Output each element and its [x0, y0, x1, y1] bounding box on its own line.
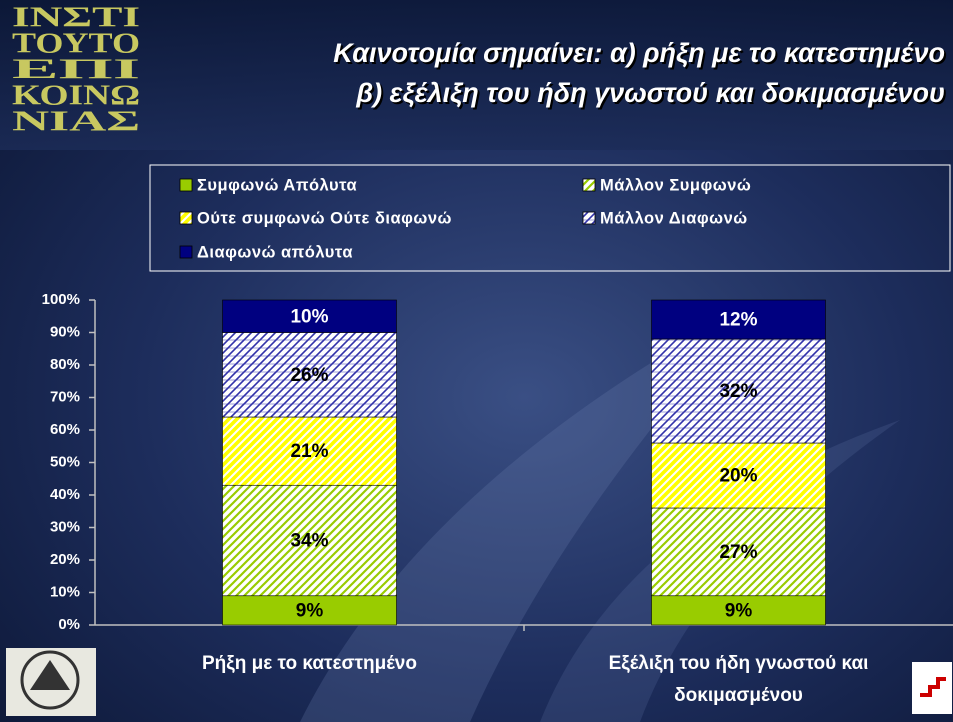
legend-box [149, 164, 951, 272]
y-tick-label: 90% [50, 323, 80, 340]
legend-swatch [179, 211, 193, 225]
chart-title: β) εξέλιξη του ήδη γνωστού και δοκιμασμέ… [355, 78, 945, 108]
y-tick-label: 70% [50, 388, 80, 405]
logo-bottom-right [912, 662, 952, 714]
logo-text: ΤΟΥΤΟ [12, 28, 140, 60]
y-tick-label: 10% [50, 583, 80, 600]
title-shadow: β) εξέλιξη του ήδη γνωστού και δοκιμασμέ… [357, 80, 947, 110]
data-label: 12% [719, 310, 757, 331]
y-tick-label: 100% [42, 291, 80, 308]
data-label: 9% [725, 600, 753, 621]
legend-label: Διαφωνώ απόλυτα [197, 243, 353, 261]
data-label: 34% [290, 531, 328, 552]
bar-segment [222, 332, 397, 418]
y-tick-label: 60% [50, 421, 80, 438]
y-tick-label: 40% [50, 486, 80, 503]
bar-segment [222, 416, 397, 486]
legend-label: Μάλλον Συμφωνώ [600, 176, 751, 194]
logo-text: ΝΙΑΣ [12, 106, 140, 138]
y-tick-label: 50% [50, 453, 80, 470]
decor [300, 300, 760, 722]
bar-segment [651, 338, 826, 444]
bar-segment [651, 442, 826, 509]
legend-swatch [179, 178, 193, 192]
bar-segment [222, 299, 397, 333]
x-tick-label: Εξέλιξη του ήδη γνωστού και δοκιμασμένου [608, 653, 869, 706]
data-label: 21% [290, 441, 328, 462]
data-label: 27% [719, 542, 757, 563]
legend-swatch [179, 245, 193, 259]
y-tick-label: 20% [50, 551, 80, 568]
bar-segment [651, 299, 826, 340]
bar-segment [222, 484, 397, 597]
y-tick-label: 30% [50, 518, 80, 535]
legend-swatch [582, 211, 596, 225]
bar-segment [222, 595, 397, 626]
title-band [0, 0, 953, 150]
title-shadow: Καινοτομία σημαίνει: α) ρήξη με το κατεσ… [335, 40, 947, 70]
y-tick-label: 0% [58, 616, 80, 633]
data-label: 20% [719, 466, 757, 487]
data-label: 9% [296, 600, 324, 621]
data-label: 10% [290, 306, 328, 327]
logo-text: ΚΟΙΝΩ [12, 80, 140, 112]
bar-segment [651, 595, 826, 626]
data-label: 32% [719, 381, 757, 402]
legend-swatch [582, 178, 596, 192]
chart-title: Καινοτομία σημαίνει: α) ρήξη με το κατεσ… [333, 38, 945, 68]
legend-label: Ούτε συμφωνώ Ούτε διαφωνώ [197, 209, 452, 227]
logo-text: ΙΝΣΤΙ [12, 2, 140, 34]
data-label: 26% [290, 365, 328, 386]
y-tick-label: 80% [50, 356, 80, 373]
legend-label: Συμφωνώ Απόλυτα [197, 176, 357, 194]
logo-bottom-left [6, 648, 96, 716]
bar-segment [651, 507, 826, 597]
x-tick-label: Ρήξη με το κατεστημένο [202, 653, 417, 674]
legend-label: Μάλλον Διαφωνώ [600, 209, 748, 227]
logo-text: ΕΠΙ [12, 54, 140, 86]
